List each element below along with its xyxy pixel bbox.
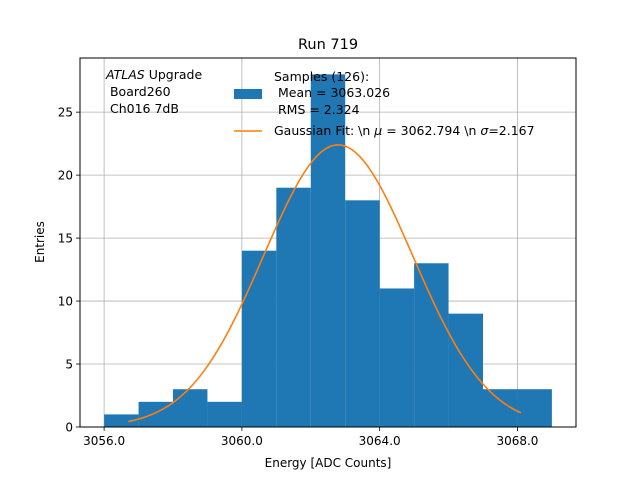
histogram-bar bbox=[517, 389, 552, 427]
histogram-bar bbox=[414, 263, 449, 427]
y-tick-label: 20 bbox=[58, 169, 73, 183]
x-axis-label: Energy [ADC Counts] bbox=[265, 456, 392, 470]
annotation-line-2: Board260 bbox=[106, 84, 171, 99]
histogram-bar bbox=[241, 250, 277, 427]
y-tick-label: 0 bbox=[65, 421, 73, 435]
annotation-upgrade: Upgrade bbox=[145, 67, 203, 82]
atlas-annotation: ATLAS Upgrade Board260 Ch016 7dB bbox=[105, 67, 202, 116]
gaussian-fit-curve bbox=[128, 144, 522, 423]
legend-histogram-swatch bbox=[234, 89, 262, 99]
legend-fit-label: Gaussian Fit: \n μ = 3062.794 \n σ=2.167 bbox=[274, 123, 535, 138]
x-axis-ticks: 3056.0 3060.0 3064.0 3068.0 bbox=[83, 427, 538, 448]
legend-hist-line-3: RMS = 2.324 bbox=[274, 102, 360, 117]
histogram-bar bbox=[207, 401, 242, 427]
y-tick-label: 5 bbox=[65, 358, 73, 372]
legend-hist-line-2: Mean = 3063.026 bbox=[274, 85, 390, 100]
legend-fit-mid: = 3062.794 \n bbox=[382, 123, 480, 138]
y-axis-ticks: 0 5 10 15 20 25 bbox=[58, 106, 80, 435]
y-tick-label: 15 bbox=[58, 232, 73, 246]
y-tick-label: 25 bbox=[58, 106, 73, 120]
histogram-bar bbox=[448, 313, 483, 427]
histogram-bar bbox=[379, 288, 415, 427]
y-axis-label: Entries bbox=[33, 221, 47, 263]
annotation-line-3: Ch016 7dB bbox=[106, 101, 179, 116]
legend-fit-suffix: =2.167 bbox=[488, 123, 534, 138]
annotation-atlas: ATLAS bbox=[105, 67, 145, 82]
x-tick-label: 3068.0 bbox=[496, 434, 538, 448]
legend-fit-prefix: Gaussian Fit: \n bbox=[274, 123, 374, 138]
legend: Samples (126): Mean = 3063.026 RMS = 2.3… bbox=[234, 69, 535, 138]
legend-hist-line-1: Samples (126): bbox=[274, 69, 369, 84]
x-tick-label: 3056.0 bbox=[83, 434, 125, 448]
legend-fit-sigma: σ bbox=[480, 123, 489, 138]
x-tick-label: 3060.0 bbox=[221, 434, 263, 448]
x-tick-label: 3064.0 bbox=[359, 434, 401, 448]
histogram-bar bbox=[345, 200, 380, 427]
histogram-bar bbox=[310, 74, 346, 428]
histogram-bars bbox=[104, 74, 552, 428]
histogram-bar bbox=[104, 414, 139, 427]
histogram-bar bbox=[173, 389, 208, 427]
y-tick-label: 10 bbox=[58, 295, 73, 309]
histogram-bar bbox=[276, 187, 311, 427]
legend-fit-mu: μ bbox=[373, 123, 382, 138]
chart-title: Run 719 bbox=[298, 37, 358, 53]
annotation-line-1: ATLAS Upgrade bbox=[105, 67, 202, 82]
plot-frame bbox=[79, 57, 577, 428]
